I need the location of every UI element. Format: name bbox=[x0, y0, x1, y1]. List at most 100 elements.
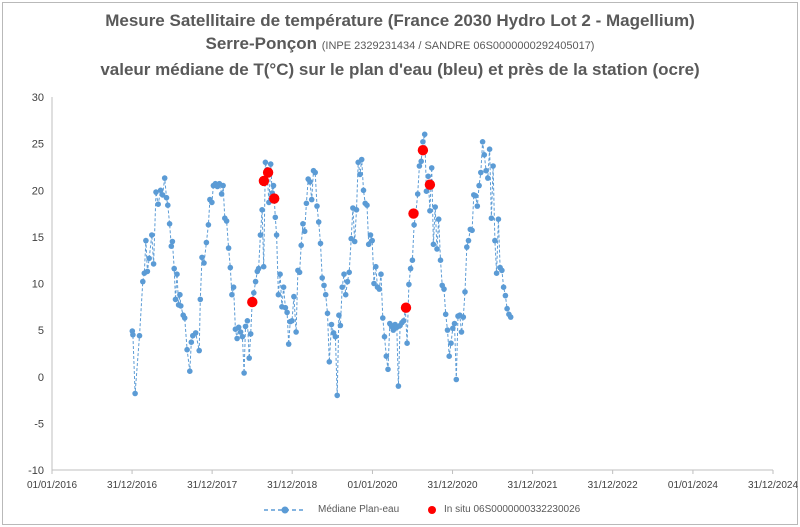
median-point bbox=[448, 340, 454, 347]
median-point bbox=[143, 237, 149, 244]
x-tick-label: 31/12/2016 bbox=[107, 480, 157, 491]
median-point bbox=[262, 159, 269, 166]
median-point bbox=[430, 241, 437, 248]
insitu-point bbox=[408, 208, 419, 219]
legend-label-median: Médiane Plan-eau bbox=[318, 504, 400, 515]
median-point bbox=[165, 202, 171, 208]
median-point bbox=[458, 329, 465, 335]
median-point bbox=[166, 221, 173, 227]
median-point bbox=[301, 228, 308, 235]
x-tick-label: 01/01/2020 bbox=[347, 480, 397, 491]
chart-subtitle-main: Serre-Ponçon bbox=[205, 34, 317, 53]
median-point bbox=[314, 203, 320, 209]
legend: Médiane Plan-eau In situ 06S000000033223… bbox=[262, 503, 702, 519]
y-tick-label: 10 bbox=[32, 279, 44, 291]
median-point bbox=[499, 267, 505, 274]
median-point bbox=[187, 368, 193, 375]
median-point bbox=[199, 254, 205, 261]
median-point bbox=[446, 353, 453, 360]
median-point bbox=[136, 332, 143, 339]
median-point bbox=[371, 280, 377, 287]
chart-subtitle: Serre-Ponçon (INPE 2329231434 / SANDRE 0… bbox=[0, 32, 800, 58]
median-point bbox=[490, 163, 496, 169]
median-point bbox=[241, 370, 247, 376]
median-point bbox=[378, 271, 384, 278]
median-point bbox=[171, 265, 177, 272]
insitu-point bbox=[400, 302, 412, 313]
median-point bbox=[500, 284, 507, 291]
median-point bbox=[328, 321, 335, 328]
median-point bbox=[246, 355, 252, 361]
median-point bbox=[201, 260, 207, 266]
insitu-point bbox=[258, 175, 270, 187]
chart-titles: Mesure Satellitaire de température (Fran… bbox=[0, 9, 800, 81]
median-point bbox=[163, 194, 170, 201]
median-point bbox=[464, 244, 470, 250]
median-point bbox=[146, 255, 152, 262]
median-point bbox=[336, 312, 342, 319]
median-point bbox=[344, 278, 351, 285]
median-point bbox=[130, 332, 136, 338]
median-point bbox=[400, 318, 407, 324]
median-point bbox=[140, 278, 146, 285]
median-point bbox=[367, 232, 374, 238]
median-point bbox=[342, 291, 349, 298]
median-point bbox=[235, 324, 242, 331]
median-point bbox=[259, 207, 265, 213]
median-point bbox=[181, 315, 188, 321]
median-point bbox=[169, 238, 176, 245]
median-point bbox=[341, 271, 347, 278]
chart-subtitle-ids: (INPE 2329231434 / SANDRE 06S00000002924… bbox=[321, 40, 595, 52]
median-point bbox=[364, 202, 370, 208]
median-point bbox=[483, 167, 489, 174]
insitu-point bbox=[417, 145, 429, 156]
median-point bbox=[177, 291, 183, 298]
median-point bbox=[234, 335, 240, 342]
median-point bbox=[282, 304, 289, 311]
median-point bbox=[437, 257, 444, 264]
median-point bbox=[308, 196, 315, 203]
median-point bbox=[300, 221, 306, 227]
median-point bbox=[337, 322, 344, 329]
median-point bbox=[319, 275, 326, 281]
median-point bbox=[385, 366, 391, 373]
median-point bbox=[444, 327, 451, 333]
chart-subtitle-2: valeur médiane de T(°C) sur le plan d'ea… bbox=[100, 60, 700, 79]
median-point bbox=[442, 311, 449, 318]
median-point bbox=[188, 339, 195, 346]
median-point bbox=[423, 188, 430, 194]
median-point bbox=[407, 265, 414, 272]
median-point bbox=[332, 333, 339, 340]
median-point bbox=[346, 269, 353, 276]
median-point bbox=[174, 271, 180, 278]
median-point bbox=[481, 152, 488, 158]
median-point bbox=[365, 241, 372, 248]
median-point bbox=[293, 329, 299, 335]
median-point bbox=[441, 286, 447, 292]
median-point bbox=[502, 292, 509, 299]
x-tick-label: 31/12/2017 bbox=[187, 480, 237, 491]
legend-swatch-median bbox=[264, 506, 306, 514]
median-point bbox=[251, 290, 257, 296]
median-point bbox=[178, 303, 184, 309]
median-point bbox=[507, 314, 514, 320]
median-point bbox=[411, 222, 417, 228]
x-tick-label: 31/12/2024 bbox=[748, 480, 798, 491]
median-point bbox=[351, 238, 358, 245]
median-point bbox=[339, 284, 346, 291]
median-point bbox=[277, 271, 283, 278]
x-tick-label: 31/12/2018 bbox=[267, 480, 317, 491]
median-point bbox=[432, 204, 439, 210]
median-point bbox=[321, 282, 327, 289]
median-point bbox=[257, 232, 264, 238]
median-point bbox=[223, 218, 230, 224]
legend-label-insitu: In situ 06S0000000332230026 bbox=[444, 504, 581, 515]
median-point bbox=[150, 261, 157, 267]
median-point bbox=[492, 237, 498, 244]
series-line-median bbox=[131, 134, 512, 396]
median-point bbox=[383, 353, 390, 360]
median-point bbox=[428, 165, 435, 171]
median-point bbox=[373, 263, 379, 270]
